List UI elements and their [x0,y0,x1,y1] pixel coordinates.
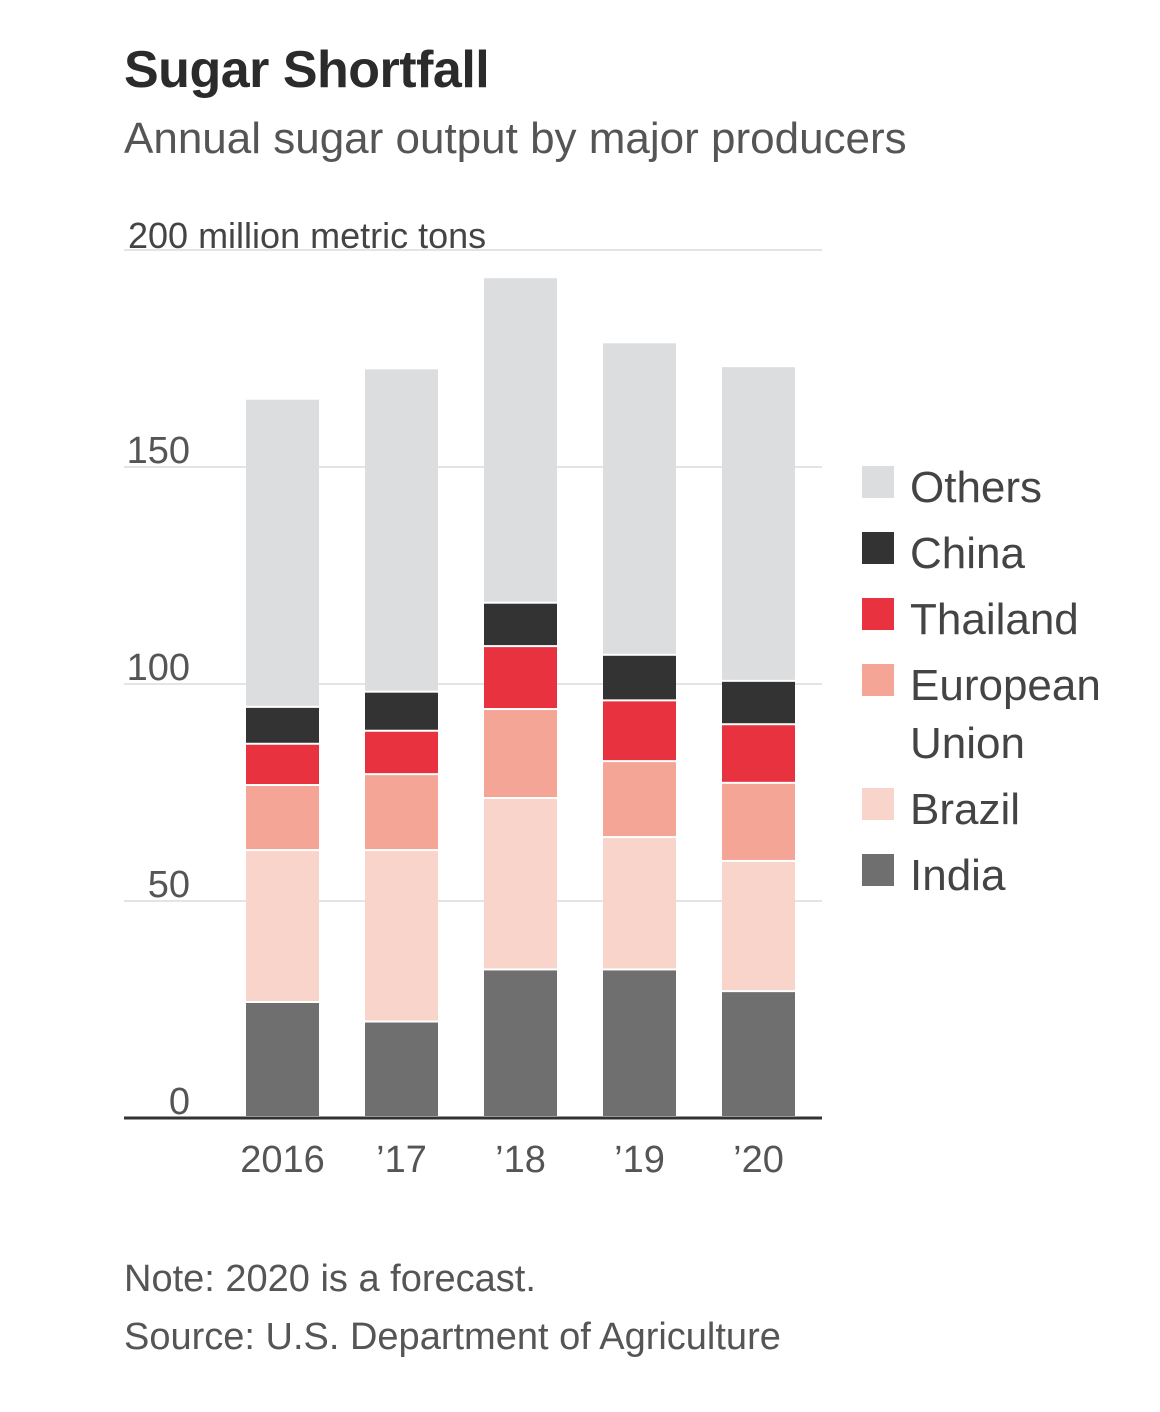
bar-segment-brazil [246,851,319,1001]
y-tick-label: 150 [127,430,190,472]
x-tick-label: ’20 [733,1139,784,1181]
bar-segment-india [365,1022,438,1116]
bar-segment-european-union [603,762,676,837]
chart-subtitle: Annual sugar output by major producers [124,114,907,163]
legend-swatch-european-union [862,664,894,696]
legend-label: India [910,851,1006,900]
y-axis-ticks: 0 50 100 150 200 million metric tons [127,215,487,1123]
legend-label: Others [910,463,1042,512]
legend-label: China [910,529,1025,578]
bar-segment-thailand [603,701,676,761]
legend-swatch-india [862,854,894,886]
bars [246,278,795,1116]
legend-swatch-thailand [862,598,894,630]
bar-segment-thailand [365,731,438,774]
y-tick-label: 0 [169,1081,190,1123]
x-axis-ticks: 2016 ’17 ’18 ’19 ’20 [124,1116,822,1181]
bar-segment-india [484,970,557,1116]
legend-label: European [910,661,1101,710]
bar-segment-india [246,1002,319,1116]
gridlines [124,249,822,902]
y-tick-label: 50 [148,864,190,906]
bar-segment-others [722,367,795,680]
bar-segment-brazil [722,861,795,991]
bar-segment-thailand [246,744,319,784]
x-tick-label: 2016 [240,1139,325,1181]
bar-segment-european-union [722,783,795,860]
bar-segment-china [246,707,319,743]
x-tick-label: ’18 [495,1139,546,1181]
bar-segment-india [603,970,676,1116]
y-axis-unit-label: 200 million metric tons [128,215,486,256]
bar-segment-china [603,655,676,700]
legend-label: Thailand [910,595,1079,644]
bar-segment-thailand [484,647,557,709]
legend-swatch-brazil [862,788,894,820]
legend: Others China Thailand European Union Brazil In… [862,463,1101,900]
bar-segment-european-union [365,775,438,850]
chart-note: Note: 2020 is a forecast. [124,1258,536,1300]
bar-segment-china [484,603,557,646]
bar-segment-others [484,278,557,602]
x-tick-label: ’19 [614,1139,665,1181]
bar-segment-brazil [484,799,557,969]
bar-segment-thailand [722,725,795,782]
chart-source: Source: U.S. Department of Agriculture [124,1316,781,1358]
legend-swatch-others [862,466,894,498]
x-tick-label: ’17 [376,1139,427,1181]
bar-segment-european-union [484,710,557,798]
bar-segment-brazil [365,851,438,1021]
y-tick-label: 100 [127,647,190,689]
legend-label: Brazil [910,785,1020,834]
bar-segment-brazil [603,838,676,969]
bar-segment-others [365,369,438,691]
bar-segment-others [603,343,676,654]
chart-title: Sugar Shortfall [124,41,490,99]
bar-segment-china [722,681,795,724]
legend-swatch-china [862,532,894,564]
bar-segment-european-union [246,785,319,850]
bar-segment-china [365,692,438,730]
bar-segment-others [246,399,319,706]
bar-segment-india [722,992,795,1116]
legend-label: Union [910,719,1025,768]
